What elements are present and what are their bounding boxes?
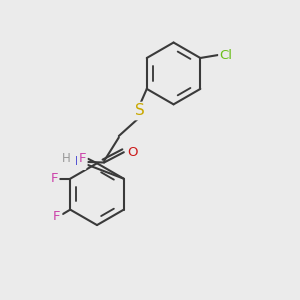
- Text: Cl: Cl: [220, 49, 233, 62]
- Text: F: F: [50, 172, 58, 185]
- Text: H: H: [62, 152, 71, 165]
- Text: O: O: [128, 146, 138, 159]
- Text: N: N: [75, 155, 85, 168]
- Text: F: F: [79, 152, 86, 165]
- Text: F: F: [53, 211, 61, 224]
- Text: S: S: [134, 103, 144, 118]
